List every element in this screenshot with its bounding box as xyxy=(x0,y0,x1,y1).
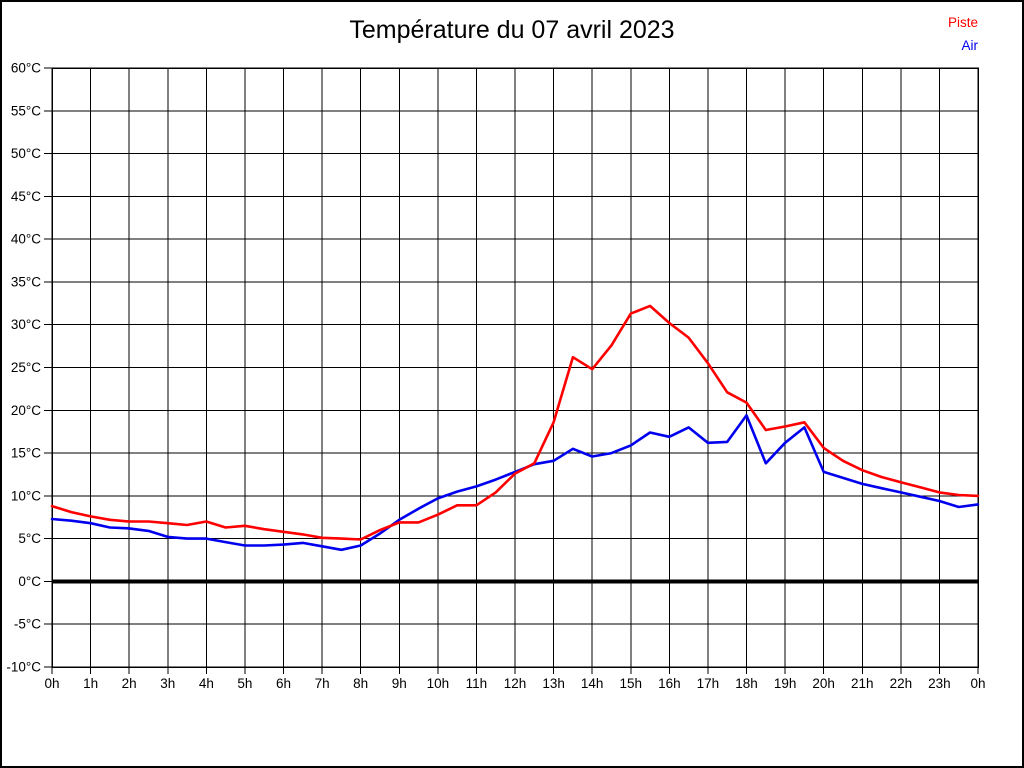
series-piste-line xyxy=(50,304,980,541)
x-axis-label: 12h xyxy=(504,676,527,691)
x-axis-label: 1h xyxy=(83,676,98,691)
x-axis-label: 8h xyxy=(353,676,368,691)
y-axis-label: 5°C xyxy=(18,531,41,546)
y-axis-label: 50°C xyxy=(11,146,41,161)
x-axis-label: 14h xyxy=(581,676,604,691)
y-axis-label: 55°C xyxy=(11,103,41,118)
y-axis-label: 35°C xyxy=(11,274,41,289)
x-axis-label: 5h xyxy=(237,676,252,691)
x-axis-label: 7h xyxy=(315,676,330,691)
x-axis-label: 23h xyxy=(928,676,951,691)
x-axis-label: 0h xyxy=(44,676,59,691)
y-axis-label: 10°C xyxy=(11,488,41,503)
x-axis-label: 0h xyxy=(970,676,985,691)
x-axis-label: 2h xyxy=(122,676,137,691)
x-axis-label: 6h xyxy=(276,676,291,691)
x-axis-label: 10h xyxy=(427,676,450,691)
y-axis-label: -10°C xyxy=(6,660,41,675)
x-axis-label: 11h xyxy=(466,676,488,691)
x-axis-label: 20h xyxy=(812,676,835,691)
x-axis-label: 17h xyxy=(697,676,720,691)
y-axis-label: 25°C xyxy=(11,360,41,375)
y-axis-label: 40°C xyxy=(11,232,41,247)
x-axis-label: 15h xyxy=(619,676,642,691)
series-air-line xyxy=(50,414,980,552)
chart-title: Température du 07 avril 2023 xyxy=(349,16,675,44)
x-axis-label: 18h xyxy=(735,676,758,691)
x-axis-label: 9h xyxy=(392,676,407,691)
plot-border xyxy=(51,67,979,668)
y-axis-label: -5°C xyxy=(14,617,41,632)
legend-item-air: Air xyxy=(961,38,979,53)
x-axis-label: 4h xyxy=(199,676,214,691)
y-axis-label: 20°C xyxy=(11,403,41,418)
y-axis-label: 30°C xyxy=(11,317,41,332)
x-axis-label: 3h xyxy=(160,676,175,691)
x-axis-label: 21h xyxy=(851,676,874,691)
y-axis-label: 15°C xyxy=(11,446,41,461)
x-axis-label: 19h xyxy=(774,676,797,691)
x-axis-label: 22h xyxy=(890,676,913,691)
x-axis-label: 16h xyxy=(658,676,681,691)
x-axis-label: 13h xyxy=(542,676,565,691)
y-axis-label: 60°C xyxy=(11,61,41,76)
legend-item-piste: Piste xyxy=(947,15,978,30)
y-axis-label: 45°C xyxy=(11,189,41,204)
chart-legend: Piste Air xyxy=(948,11,978,57)
y-axis-label: 0°C xyxy=(18,574,41,589)
